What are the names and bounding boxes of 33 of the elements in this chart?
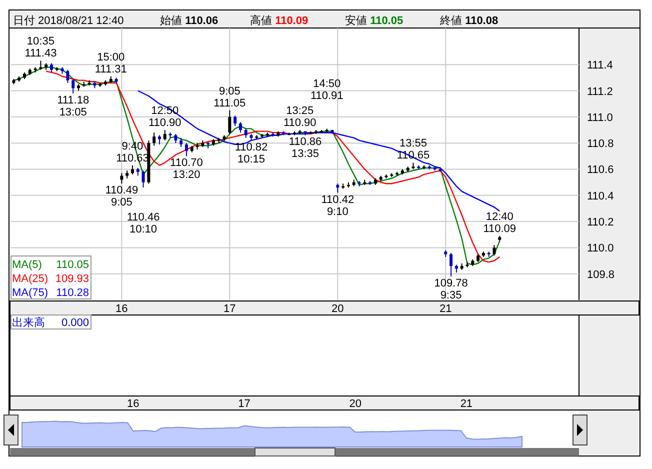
volume-label: 出来高 0.000 <box>10 314 92 330</box>
legend: MA(5) 110.05 MA(25) 109.93 MA(75) 110.28 <box>10 256 92 300</box>
annotation: 110.86 13:35 <box>288 136 322 160</box>
ytick: 111.0 <box>587 112 613 124</box>
annotation: 14:50 110.91 <box>310 78 344 102</box>
ytick: 110.8 <box>587 138 614 150</box>
xtick: 21 <box>440 303 452 315</box>
annotation: 110.42 9:10 <box>321 194 354 218</box>
annotation: 15:00 111.31 <box>94 51 127 76</box>
title: 日付 2018/08/21 12:40 <box>13 15 124 27</box>
ytick: 110.4 <box>587 190 614 202</box>
annotation: 110.05 <box>56 259 89 271</box>
annotation: 10:35 111.43 <box>24 36 57 60</box>
xtick: 20 <box>332 303 344 315</box>
annotation: 110.82 10:15 <box>234 141 268 166</box>
annotation: 12:40 110.09 <box>483 210 516 235</box>
ytick: 111.4 <box>587 60 613 72</box>
annotation: 109.93 <box>55 273 89 285</box>
annotation: 9:05 111.05 <box>214 85 246 110</box>
annotation: 13:25 110.90 <box>283 105 316 129</box>
ytick: 110.2 <box>587 216 614 229</box>
annotation: 110.28 <box>56 287 89 299</box>
annotation: 110.70 13:20 <box>170 157 203 182</box>
xtick: 17 <box>224 303 236 315</box>
annotation: 109.78 9:35 <box>434 277 468 302</box>
xtick: 16 <box>116 303 128 315</box>
annotation: 111.18 13:05 <box>57 94 90 118</box>
ytick: 109.8 <box>587 268 615 281</box>
ytick: 110.6 <box>587 164 614 176</box>
ytick: 111.2 <box>587 86 613 98</box>
ytick: 110.0 <box>587 242 614 255</box>
annotation: 110.46 10:10 <box>126 212 160 236</box>
annotation: 110.49 9:05 <box>105 184 138 209</box>
